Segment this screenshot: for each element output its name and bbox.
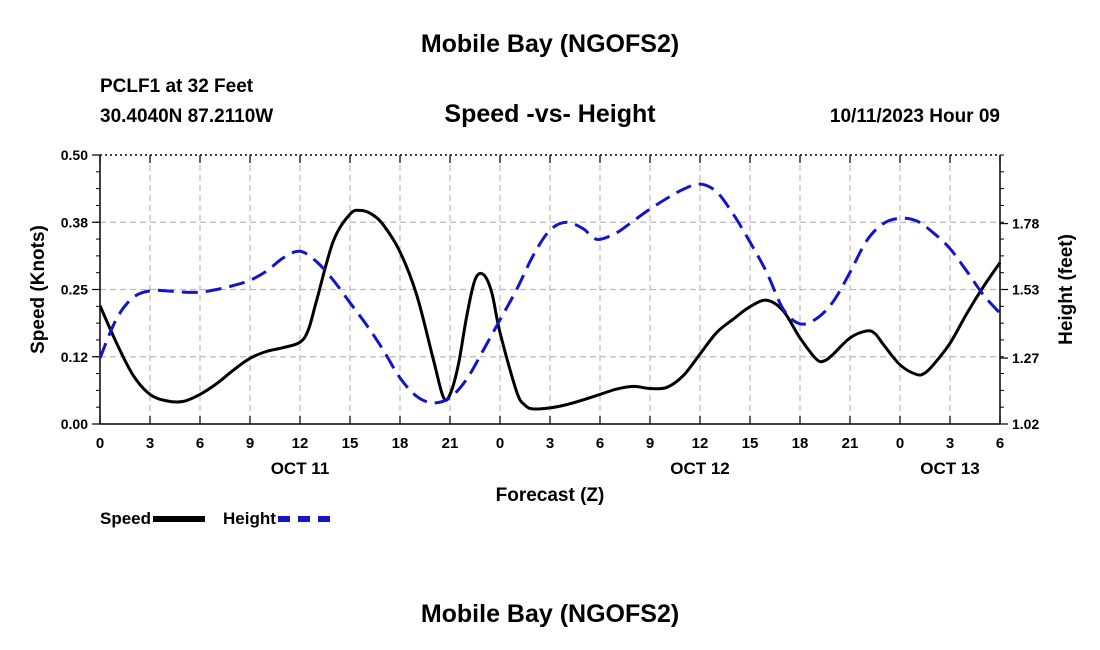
x-tick-label: 18 — [392, 435, 409, 452]
station-label: PCLF1 at 32 Feet — [100, 76, 254, 97]
legend: Speed Height — [100, 509, 348, 529]
legend-item-height: Height — [223, 509, 330, 529]
x-tick-label: 0 — [496, 435, 504, 452]
x-tick-label: 3 — [146, 435, 154, 452]
y2-axis-title: Height (feet) — [1056, 234, 1077, 345]
x-tick-label: 15 — [342, 435, 359, 452]
x-tick-label: 21 — [442, 435, 459, 452]
x-tick-label: 12 — [292, 435, 309, 452]
x-tick-label: 21 — [842, 435, 859, 452]
y2-tick-label: 1.02 — [1012, 416, 1039, 432]
x-tick-label: 0 — [96, 435, 104, 452]
y-axis-title: Speed (Knots) — [28, 225, 49, 354]
y-tick-label: 0.38 — [61, 214, 88, 230]
x-tick-label: 9 — [646, 435, 654, 452]
y2-tick-label: 1.78 — [1012, 216, 1039, 232]
legend-swatch-height — [277, 516, 330, 522]
y-tick-label: 0.12 — [61, 349, 88, 365]
x-tick-label: 12 — [692, 435, 709, 452]
x-tick-label: 15 — [742, 435, 759, 452]
x-tick-label: 0 — [896, 435, 904, 452]
date-label: OCT 12 — [670, 459, 730, 478]
chart-title-repeat: Mobile Bay (NGOFS2) — [420, 600, 680, 628]
y-tick-label: 0.00 — [61, 416, 88, 432]
x-tick-label: 6 — [196, 435, 204, 452]
chart-title: Mobile Bay (NGOFS2) — [420, 30, 680, 58]
series-line-speed — [98, 208, 1002, 411]
x-axis-title: Forecast (Z) — [496, 485, 605, 506]
x-tick-label: 18 — [792, 435, 809, 452]
forecast-datetime: 10/11/2023 Hour 09 — [829, 106, 1000, 127]
y-tick-label: 0.50 — [61, 147, 88, 163]
date-label: OCT 13 — [920, 459, 980, 478]
x-tick-label: 6 — [596, 435, 604, 452]
series-line-height — [98, 182, 1002, 405]
x-tick-label: 3 — [946, 435, 954, 452]
y2-tick-label: 1.27 — [1012, 350, 1039, 366]
chart-subtitle: Speed -vs- Height — [444, 100, 656, 128]
legend-label-height: Height — [223, 509, 276, 528]
y2-tick-label: 1.53 — [1012, 282, 1039, 298]
y-tick-label: 0.25 — [61, 282, 88, 298]
legend-item-speed: Speed — [100, 509, 206, 529]
legend-swatch-speed — [153, 516, 206, 522]
coordinates-label: 30.4040N 87.2110W — [100, 106, 274, 127]
x-tick-label: 9 — [246, 435, 254, 452]
x-tick-label: 3 — [546, 435, 554, 452]
date-label: OCT 11 — [271, 459, 330, 478]
legend-label-speed: Speed — [100, 509, 152, 528]
x-tick-label: 6 — [996, 435, 1004, 452]
